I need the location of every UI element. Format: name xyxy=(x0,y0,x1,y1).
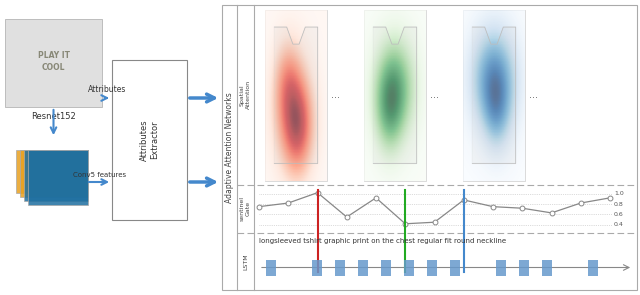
Polygon shape xyxy=(472,27,516,163)
Bar xyxy=(404,260,414,276)
Text: PLAY IT: PLAY IT xyxy=(38,50,70,60)
Bar xyxy=(496,260,506,276)
Bar xyxy=(519,260,529,276)
Text: ...: ... xyxy=(331,90,340,100)
Bar xyxy=(312,260,322,276)
Text: 0.8: 0.8 xyxy=(614,201,624,206)
Polygon shape xyxy=(373,27,417,163)
Bar xyxy=(588,260,598,276)
Text: ...: ... xyxy=(529,90,538,100)
Text: COOL: COOL xyxy=(42,63,65,73)
Text: 0.4: 0.4 xyxy=(614,222,624,227)
Text: Attributes
Extractor: Attributes Extractor xyxy=(140,119,159,161)
Bar xyxy=(542,260,552,276)
Bar xyxy=(16,150,88,193)
Bar xyxy=(112,60,187,220)
Text: ...: ... xyxy=(430,90,439,100)
Bar xyxy=(358,260,368,276)
Text: sentinel
Gate: sentinel Gate xyxy=(240,196,251,221)
Bar xyxy=(5,19,102,107)
Text: longsleeved tshirt graphic print on the chest regular fit round neckline: longsleeved tshirt graphic print on the … xyxy=(259,238,506,244)
Bar xyxy=(265,10,327,181)
Text: LSTM: LSTM xyxy=(243,253,248,270)
Text: Resnet152: Resnet152 xyxy=(31,112,76,121)
Bar xyxy=(20,150,88,197)
Bar xyxy=(450,260,460,276)
Polygon shape xyxy=(275,27,317,163)
Bar xyxy=(222,5,637,290)
Text: Conv5 features: Conv5 features xyxy=(74,172,127,178)
Bar xyxy=(266,260,276,276)
Text: Spatial
Attention: Spatial Attention xyxy=(240,80,251,109)
Text: 0.6: 0.6 xyxy=(614,212,624,217)
Bar xyxy=(24,150,88,201)
Bar xyxy=(335,260,345,276)
Bar xyxy=(28,150,88,205)
Bar xyxy=(364,10,426,181)
Bar xyxy=(427,260,437,276)
Bar xyxy=(381,260,391,276)
Text: 1.0: 1.0 xyxy=(614,191,624,196)
Text: Adaptive Attention Networks: Adaptive Attention Networks xyxy=(225,92,234,203)
Text: Attributes: Attributes xyxy=(88,85,126,94)
Bar xyxy=(463,10,525,181)
